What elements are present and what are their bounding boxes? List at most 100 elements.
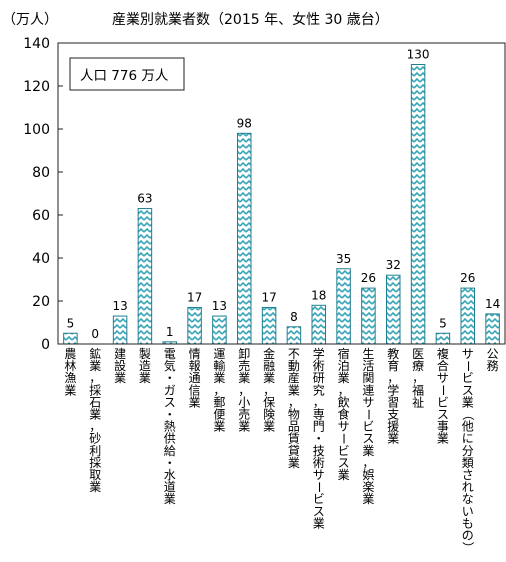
x-category-char: サ [362, 395, 374, 409]
y-tick-label: 80 [32, 165, 50, 181]
x-category-char: 砂 [89, 432, 101, 446]
x-category-char: 気 [164, 358, 176, 373]
x-category-char: ・ [164, 371, 176, 385]
bar [386, 274, 401, 345]
y-axis-unit-label: （万人） [2, 12, 58, 28]
bar [112, 315, 128, 345]
x-category-char: ー [337, 433, 351, 445]
x-category-char: 育 [387, 358, 399, 373]
x-category-char: 業 [338, 468, 350, 482]
x-category-char: ， [362, 456, 374, 470]
x-category-char: 売 [238, 407, 250, 422]
x-category-char: 業 [213, 371, 225, 385]
x-category-char: 貸 [288, 443, 300, 458]
x-category-char: 業 [89, 408, 101, 422]
x-category-char: 物 [288, 408, 300, 422]
x-category-char: サ [462, 347, 474, 361]
x-category-char: 産 [288, 370, 300, 385]
x-category-char: 業 [64, 383, 76, 397]
x-category-char: 電 [164, 347, 176, 361]
x-category-char: 楽 [362, 480, 374, 494]
y-tick-label: 120 [23, 79, 50, 95]
bar [261, 306, 277, 345]
x-category-char: 福 [412, 382, 424, 397]
x-category-char: ス [338, 456, 350, 470]
x-category-char: 泊 [338, 359, 350, 373]
bar-value-label: 1 [166, 325, 174, 339]
x-category-char: 学 [313, 346, 325, 361]
x-category-char: 報 [189, 359, 201, 373]
x-category-char: 賃 [288, 431, 300, 446]
bar [410, 64, 426, 345]
bar-value-label: 14 [485, 297, 500, 311]
x-category-char: 給 [164, 444, 176, 458]
x-category-char: 業 [288, 383, 300, 397]
x-category-char: 合 [437, 358, 449, 373]
x-category-char: 術 [313, 456, 325, 470]
x-category-char: ビ [338, 444, 350, 458]
x-category-char: ・ [313, 432, 325, 446]
x-category-char: 品 [288, 420, 300, 434]
x-category-char: 研 [313, 371, 325, 385]
x-category-char: 門 [313, 420, 325, 434]
x-category-char: い [462, 504, 474, 518]
x-category-label: 金融業，保険業 [263, 346, 275, 434]
x-category-char: 業 [89, 480, 101, 494]
x-category-char: ス [362, 432, 374, 446]
x-category-char: 飲 [338, 394, 350, 409]
x-category-label: 製造業 [139, 347, 151, 385]
x-category-char: 業 [139, 371, 151, 385]
x-category-char: 供 [164, 432, 176, 446]
x-category-char: ， [313, 395, 325, 409]
x-category-char: 関 [362, 371, 374, 385]
x-category-char: ス [313, 504, 325, 518]
bar-value-label: 5 [67, 316, 75, 330]
bar [237, 132, 252, 345]
x-category-char: 売 [238, 358, 250, 373]
x-category-char: 金 [263, 346, 275, 361]
x-category-char: 連 [362, 383, 374, 397]
bar-value-label: 35 [336, 252, 351, 266]
x-category-char: ， [89, 371, 101, 385]
x-category-char: 業 [338, 371, 350, 385]
x-category-char: ビ [462, 371, 474, 385]
population-annotation: 人口 776 万人 [69, 57, 185, 91]
x-category-char: 娯 [362, 468, 374, 482]
y-tick-label: 20 [32, 294, 50, 310]
chart-title: 産業別就業者数（2015 年、女性 30 歳台） [112, 11, 389, 28]
x-category-char: 公 [487, 347, 499, 361]
x-category-char: ， [238, 383, 250, 397]
x-category-char: 業 [362, 444, 374, 458]
x-category-char: さ [462, 468, 474, 482]
x-category-char: 食 [338, 407, 350, 422]
bar-value-label: 13 [112, 299, 127, 313]
x-category-char: 他 [462, 420, 474, 434]
y-tick-label: 0 [41, 337, 50, 353]
x-category-char: 信 [189, 383, 201, 397]
x-category-char: ・ [164, 456, 176, 470]
x-category-char: ， [263, 383, 275, 397]
x-category-char: 業 [313, 516, 325, 530]
x-category-char: 学 [387, 382, 399, 397]
x-category-char: 宿 [338, 346, 350, 361]
y-tick-label: 140 [23, 36, 50, 52]
x-category-label: 建設業 [114, 347, 126, 385]
x-category-char: 保 [263, 395, 275, 409]
x-category-char: ー [436, 384, 450, 396]
x-category-char: ス [164, 395, 176, 409]
bar [435, 332, 451, 345]
x-category-char: サ [338, 420, 350, 434]
bar [460, 287, 475, 345]
x-category-char: ， [288, 395, 300, 409]
x-category-char: な [462, 492, 474, 506]
x-category-char: 取 [89, 468, 101, 482]
x-category-char: 業 [263, 420, 275, 434]
bar-value-label: 18 [311, 288, 326, 302]
y-tick-label: 60 [32, 208, 50, 224]
x-category-char: の [462, 529, 474, 543]
x-category-char: 活 [362, 359, 374, 373]
